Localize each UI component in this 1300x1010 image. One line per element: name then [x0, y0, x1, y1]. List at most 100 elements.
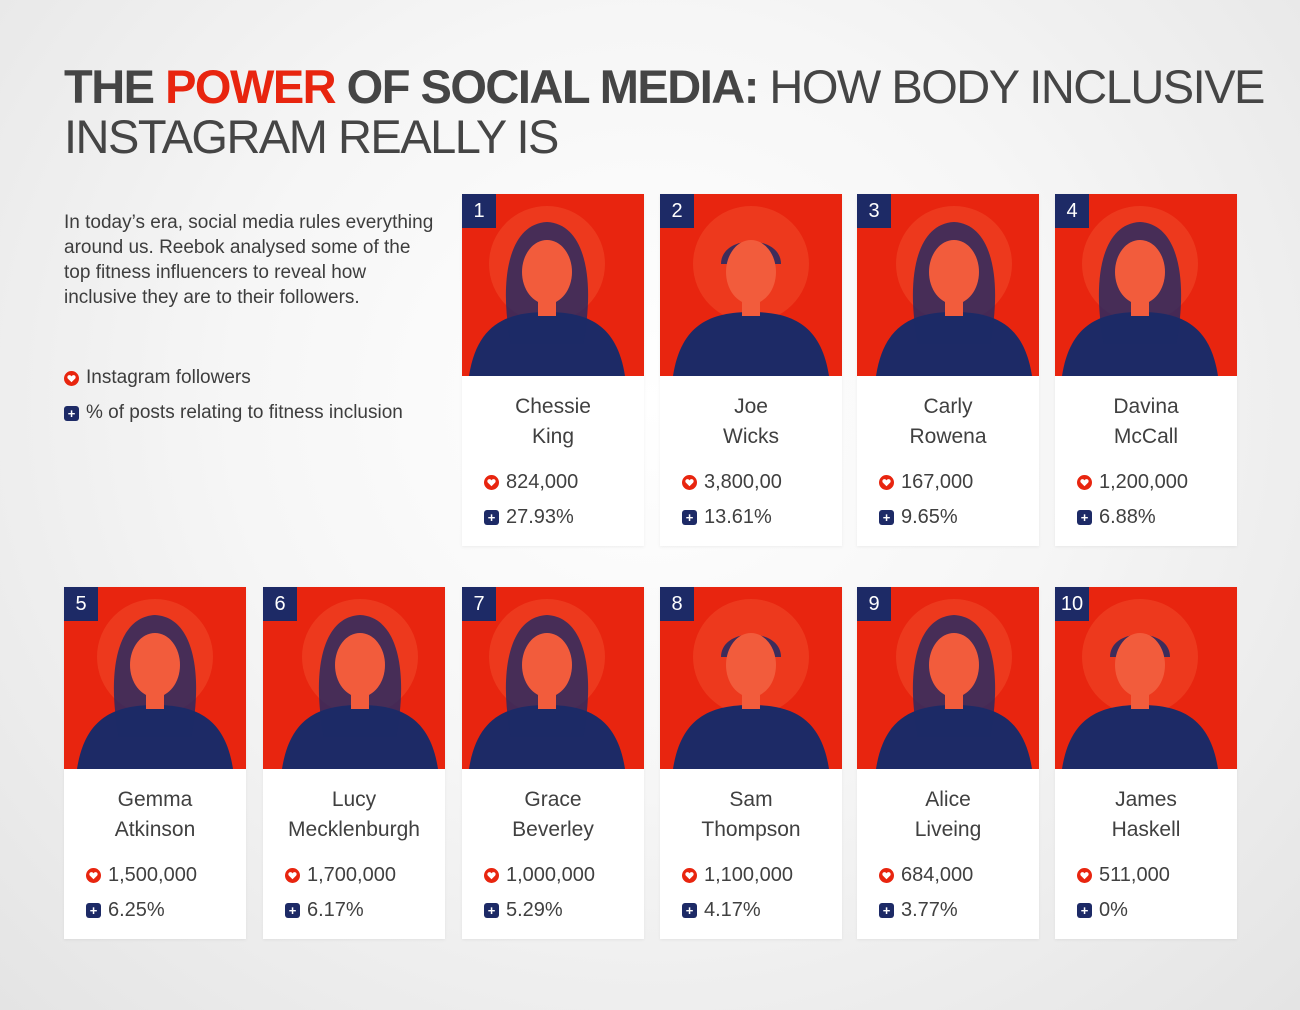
followers-value: 1,100,000	[704, 864, 793, 886]
plus-icon: +	[879, 510, 894, 525]
influencer-name: Lucy Mecklenburgh	[263, 785, 445, 845]
rank-badge: 3	[857, 194, 891, 228]
plus-icon: +	[64, 405, 79, 421]
plus-icon: +	[1077, 903, 1092, 918]
inclusion-stat: + 6.25%	[86, 899, 165, 922]
followers-stat: 684,000	[879, 864, 973, 887]
legend: Instagram followers + % of posts relatin…	[64, 366, 403, 436]
heart-icon	[682, 868, 697, 883]
inclusion-stat: + 0%	[1077, 899, 1128, 922]
inclusion-value: 0%	[1099, 899, 1128, 921]
inclusion-value: 5.29%	[506, 899, 563, 921]
rank-badge: 6	[263, 587, 297, 621]
first-name: Alice	[925, 788, 971, 811]
heart-icon	[682, 475, 697, 490]
plus-icon: +	[285, 903, 300, 918]
first-name: Joe	[734, 395, 768, 418]
title-part-4: HOW BODY INCLUSIVE INSTAGRAM REALLY IS	[64, 60, 1265, 163]
plus-icon: +	[682, 510, 697, 525]
followers-value: 1,700,000	[307, 864, 396, 886]
legend-followers-label: Instagram followers	[86, 367, 251, 388]
influencer-card: 3 Carly Rowena 167,000 + 9.65%	[857, 194, 1039, 546]
rank-badge: 2	[660, 194, 694, 228]
plus-icon: +	[682, 903, 697, 918]
inclusion-value: 3.77%	[901, 899, 958, 921]
influencer-card: 7 Grace Beverley 1,000,000 + 5.29%	[462, 587, 644, 939]
followers-value: 511,000	[1099, 864, 1170, 886]
inclusion-stat: + 3.77%	[879, 899, 958, 922]
followers-stat: 1,000,000	[484, 864, 595, 887]
influencer-name: Joe Wicks	[660, 392, 842, 452]
title-part-3: OF SOCIAL MEDIA:	[335, 60, 760, 113]
last-name: McCall	[1113, 425, 1179, 448]
inclusion-stat: + 6.17%	[285, 899, 364, 922]
first-name: James	[1115, 788, 1177, 811]
influencer-name: Carly Rowena	[857, 392, 1039, 452]
influencer-name: Davina McCall	[1055, 392, 1237, 452]
influencer-name: James Haskell	[1055, 785, 1237, 845]
heart-icon	[64, 370, 79, 386]
followers-stat: 1,100,000	[682, 864, 793, 887]
inclusion-value: 9.65%	[901, 506, 958, 528]
inclusion-value: 4.17%	[704, 899, 761, 921]
inclusion-stat: + 9.65%	[879, 506, 958, 529]
influencer-card: 1 Chessie King 824,000 + 27.93%	[462, 194, 644, 546]
rank-badge: 1	[462, 194, 496, 228]
followers-value: 1,500,000	[108, 864, 197, 886]
page-title: THE POWER OF SOCIAL MEDIA: HOW BODY INCL…	[64, 60, 1265, 163]
followers-stat: 511,000	[1077, 864, 1170, 887]
plus-icon: +	[86, 903, 101, 918]
inclusion-stat: + 5.29%	[484, 899, 563, 922]
influencer-name: Sam Thompson	[660, 785, 842, 845]
rank-badge: 4	[1055, 194, 1089, 228]
plus-icon: +	[484, 510, 499, 525]
title-part-1: THE	[64, 60, 166, 113]
inclusion-stat: + 4.17%	[682, 899, 761, 922]
inclusion-stat: + 27.93%	[484, 506, 574, 529]
first-name: Gemma	[117, 788, 193, 811]
last-name: Haskell	[1111, 818, 1181, 841]
legend-followers: Instagram followers	[64, 366, 403, 390]
heart-icon	[1077, 475, 1092, 490]
legend-inclusion: + % of posts relating to fitness inclusi…	[64, 401, 403, 425]
inclusion-stat: + 13.61%	[682, 506, 772, 529]
followers-value: 167,000	[901, 471, 974, 493]
influencer-card: 4 Davina McCall 1,200,000 + 6.88%	[1055, 194, 1237, 546]
influencer-card: 2 Joe Wicks 3,800,00 + 13.61%	[660, 194, 842, 546]
plus-icon: +	[1077, 510, 1092, 525]
inclusion-value: 27.93%	[506, 506, 574, 528]
followers-stat: 1,700,000	[285, 864, 396, 887]
followers-stat: 3,800,00	[682, 471, 782, 494]
plus-icon: +	[879, 903, 894, 918]
rank-badge: 8	[660, 587, 694, 621]
last-name: Wicks	[723, 425, 779, 448]
rank-badge: 10	[1055, 587, 1089, 621]
influencer-name: Alice Liveing	[857, 785, 1039, 845]
inclusion-value: 6.88%	[1099, 506, 1156, 528]
heart-icon	[879, 868, 894, 883]
rank-badge: 5	[64, 587, 98, 621]
followers-value: 1,200,000	[1099, 471, 1188, 493]
title-accent-word: POWER	[165, 60, 337, 113]
last-name: Beverley	[512, 818, 594, 841]
influencer-card: 9 Alice Liveing 684,000 + 3.77%	[857, 587, 1039, 939]
last-name: Liveing	[914, 818, 982, 841]
heart-icon	[484, 868, 499, 883]
influencer-card: 5 Gemma Atkinson 1,500,000 + 6.25%	[64, 587, 246, 939]
influencer-photo	[857, 587, 1039, 769]
followers-value: 824,000	[506, 471, 579, 493]
inclusion-value: 6.17%	[307, 899, 364, 921]
followers-stat: 1,200,000	[1077, 471, 1188, 494]
influencer-card: 8 Sam Thompson 1,100,000 + 4.17%	[660, 587, 842, 939]
first-name: Chessie	[515, 395, 591, 418]
first-name: Grace	[524, 788, 582, 811]
first-name: Sam	[729, 788, 773, 811]
followers-stat: 824,000	[484, 471, 578, 494]
heart-icon	[879, 475, 894, 490]
heart-icon	[1077, 868, 1092, 883]
last-name: Mecklenburgh	[288, 818, 420, 841]
inclusion-value: 13.61%	[704, 506, 772, 528]
last-name: Atkinson	[114, 818, 196, 841]
first-name: Lucy	[331, 788, 377, 811]
followers-value: 684,000	[901, 864, 974, 886]
